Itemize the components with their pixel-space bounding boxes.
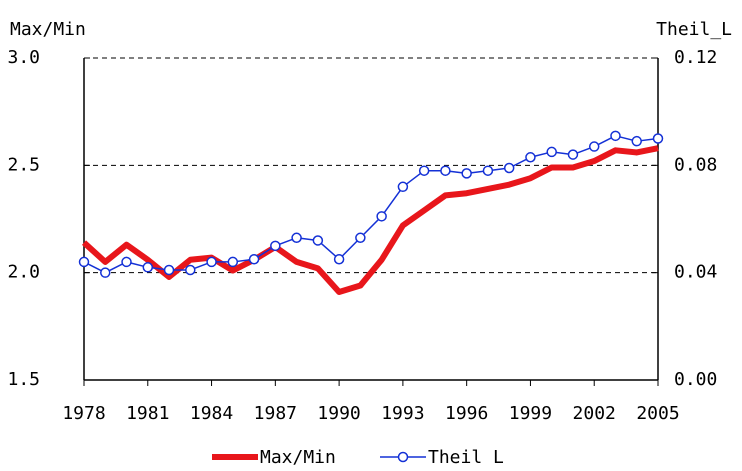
point-marker (503, 162, 515, 174)
y-tick-label: 3.0 (7, 47, 40, 68)
point-marker (270, 240, 281, 252)
point-marker (185, 264, 196, 276)
y-axis-title: Max/Min (10, 19, 86, 40)
series-line (81, 145, 659, 295)
y2-tick-label: 0.04 (674, 262, 717, 283)
x-tick-label: 1993 (381, 403, 424, 424)
x-tick-label: 2005 (636, 403, 679, 424)
point-marker (461, 168, 472, 179)
x-tick-label: 1987 (254, 403, 297, 424)
point-marker (142, 262, 154, 273)
x-tick-label: 2002 (573, 403, 616, 424)
point-marker (163, 264, 175, 276)
y-tick-label: 2.5 (7, 154, 40, 175)
x-tick-label: 1981 (126, 403, 169, 424)
x-tick-label: 1984 (190, 403, 233, 424)
point-marker (588, 141, 600, 152)
point-marker (418, 165, 430, 176)
point-marker (610, 130, 621, 142)
point-marker (291, 232, 302, 244)
point-marker (397, 181, 409, 193)
x-tick-label: 1978 (62, 403, 105, 424)
x-tick-label: 1990 (317, 403, 360, 424)
point-marker (248, 254, 260, 265)
x-tick-label: 1999 (509, 403, 552, 424)
legend-marker (397, 451, 409, 463)
point-marker (376, 211, 387, 222)
point-marker (100, 267, 111, 278)
y2-tick-label: 0.12 (674, 47, 717, 68)
y2-tick-label: 0.08 (674, 154, 717, 175)
point-marker (206, 256, 217, 268)
y-tick-label: 1.5 (7, 369, 40, 390)
point-marker (227, 256, 239, 268)
point-marker (546, 146, 557, 158)
point-marker (567, 149, 579, 160)
point-marker (121, 256, 132, 268)
point-marker (312, 235, 324, 246)
point-marker (631, 135, 642, 147)
y2-axis-title: Theil_L (656, 19, 732, 40)
point-marker (652, 133, 664, 144)
legend-label: Max/Min (260, 447, 336, 468)
y-tick-label: 2.0 (7, 262, 40, 283)
point-marker (525, 152, 536, 163)
legend-label: Theil L (428, 447, 504, 468)
point-marker (355, 232, 366, 244)
y2-tick-label: 0.00 (674, 369, 717, 390)
point-marker (482, 165, 494, 176)
point-marker (78, 256, 90, 268)
x-tick-label: 1996 (445, 403, 488, 424)
series-line (83, 135, 659, 274)
point-marker (440, 165, 451, 176)
point-marker (333, 254, 345, 265)
